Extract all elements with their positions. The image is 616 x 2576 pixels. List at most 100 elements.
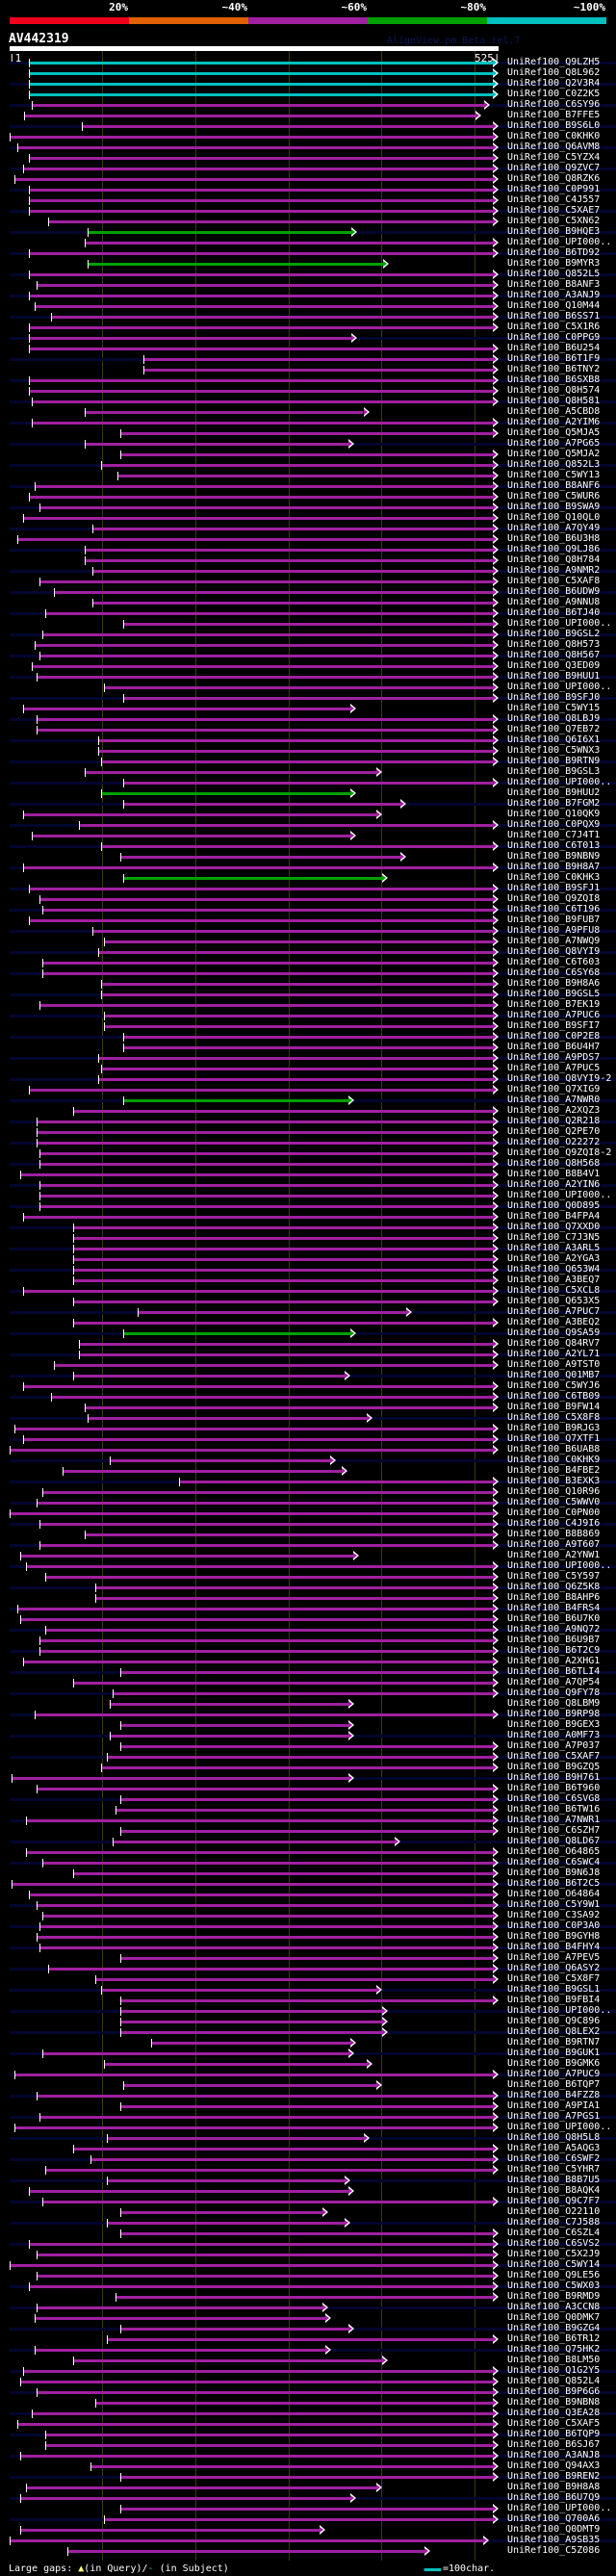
alignment-bar[interactable] [32, 835, 350, 837]
alignment-bar[interactable] [78, 1343, 493, 1346]
hit-label[interactable]: UniRef100_C5XAE7 [507, 205, 601, 216]
hit-label[interactable]: UniRef100_O22110 [507, 2206, 601, 2217]
alignment-bar[interactable] [44, 1576, 493, 1579]
alignment-bar[interactable] [29, 326, 493, 329]
alignment-bar[interactable] [78, 824, 493, 827]
alignment-bar[interactable] [66, 2550, 425, 2553]
hit-label[interactable]: UniRef100_C0PPG9 [507, 332, 601, 343]
alignment-bar[interactable] [38, 1650, 493, 1653]
alignment-bar[interactable] [100, 464, 493, 467]
alignment-bar[interactable] [41, 1862, 493, 1865]
hit-label[interactable]: UniRef100_B9GEX3 [507, 1719, 601, 1730]
alignment-bar[interactable] [123, 782, 493, 785]
alignment-bar[interactable] [47, 220, 493, 223]
hit-label[interactable]: UniRef100_UPI000.. [507, 777, 612, 787]
hit-label[interactable]: UniRef100_C6T196 [507, 904, 601, 914]
alignment-bar[interactable] [41, 2052, 349, 2055]
alignment-bar[interactable] [123, 623, 493, 626]
alignment-bar[interactable] [120, 2010, 382, 2013]
hit-label[interactable]: UniRef100_B8ANF6 [507, 480, 601, 491]
alignment-bar[interactable] [38, 506, 493, 509]
alignment-bar[interactable] [37, 2306, 322, 2309]
hit-label[interactable]: UniRef100_A9NNU8 [507, 597, 601, 607]
alignment-bar[interactable] [37, 2275, 493, 2278]
alignment-bar[interactable] [179, 1481, 493, 1483]
hit-label[interactable]: UniRef100_A9PFU8 [507, 925, 601, 936]
alignment-bar[interactable] [10, 1449, 493, 1452]
hit-label[interactable]: UniRef100_B9RMD9 [507, 2291, 601, 2302]
hit-label[interactable]: UniRef100_Q10R96 [507, 1486, 601, 1497]
hit-label[interactable]: UniRef100_B9GMK6 [507, 2058, 601, 2069]
hit-label[interactable]: UniRef100_Q0DMK7 [507, 2312, 601, 2323]
hit-label[interactable]: UniRef100_B6SJ67 [507, 2439, 601, 2450]
alignment-bar[interactable] [116, 2296, 493, 2299]
hit-label[interactable]: UniRef100_C5WX03 [507, 2280, 601, 2291]
alignment-bar[interactable] [37, 1936, 493, 1939]
alignment-bar[interactable] [37, 718, 493, 721]
hit-label[interactable]: UniRef100_B9MYR3 [507, 258, 601, 269]
alignment-bar[interactable] [72, 1248, 493, 1250]
hit-label[interactable]: UniRef100_A0MF73 [507, 1730, 601, 1740]
alignment-bar[interactable] [97, 739, 493, 742]
hit-label[interactable]: UniRef100_Q8LEX2 [507, 2026, 601, 2037]
alignment-bar[interactable] [72, 1301, 493, 1303]
alignment-bar[interactable] [41, 972, 493, 975]
hit-label[interactable]: UniRef100_B8LM50 [507, 2355, 601, 2365]
alignment-bar[interactable] [22, 1385, 493, 1388]
hit-label[interactable]: UniRef100_A7PUC7 [507, 1306, 601, 1317]
hit-label[interactable]: UniRef100_C5WY14 [507, 2259, 601, 2270]
hit-label[interactable]: UniRef100_UPI000.. [507, 682, 612, 692]
alignment-bar[interactable] [143, 369, 493, 372]
hit-label[interactable]: UniRef100_Q8LBJ9 [507, 713, 601, 724]
alignment-bar[interactable] [38, 1925, 493, 1928]
alignment-bar[interactable] [19, 2497, 350, 2500]
hit-label[interactable]: UniRef100_A5AQG3 [507, 2143, 601, 2153]
hit-label[interactable]: UniRef100_B6U4H7 [507, 1042, 601, 1052]
alignment-bar[interactable] [29, 390, 493, 393]
alignment-bar[interactable] [22, 1290, 493, 1293]
hit-label[interactable]: UniRef100_Q10M44 [507, 300, 601, 311]
alignment-bar[interactable] [32, 665, 493, 668]
hit-label[interactable]: UniRef100_B6TD92 [507, 247, 601, 258]
alignment-bar[interactable] [85, 559, 493, 562]
hit-label[interactable]: UniRef100_B6SXB8 [507, 374, 601, 385]
alignment-bar[interactable] [120, 856, 401, 859]
hit-label[interactable]: UniRef100_Q9C896 [507, 2016, 601, 2026]
alignment-bar[interactable] [120, 1830, 493, 1833]
alignment-bar[interactable] [120, 2105, 493, 2108]
hit-label[interactable]: UniRef100_C6SY96 [507, 99, 601, 110]
alignment-bar[interactable] [41, 962, 493, 965]
alignment-bar[interactable] [97, 1078, 493, 1081]
alignment-bar[interactable] [37, 1142, 493, 1145]
alignment-bar[interactable] [35, 2317, 325, 2320]
alignment-bar[interactable] [85, 549, 493, 552]
hit-label[interactable]: UniRef100_B9GZG4 [507, 2323, 601, 2333]
hit-label[interactable]: UniRef100_B9GSL3 [507, 766, 601, 777]
hit-label[interactable]: UniRef100_A7PUC9 [507, 2069, 601, 2079]
hit-label[interactable]: UniRef100_B9FUB7 [507, 914, 601, 925]
alignment-bar[interactable] [11, 1777, 348, 1780]
alignment-bar[interactable] [120, 1957, 493, 1960]
hit-label[interactable]: UniRef100_B4FBE2 [507, 1465, 601, 1476]
alignment-bar[interactable] [29, 157, 493, 160]
hit-label[interactable]: UniRef100_A7QY49 [507, 523, 601, 533]
alignment-bar[interactable] [95, 1597, 493, 1600]
hit-label[interactable]: UniRef100_B9NBN9 [507, 851, 601, 862]
hit-label[interactable]: UniRef100_Q8H574 [507, 385, 601, 396]
hit-label[interactable]: UniRef100_C5YZX4 [507, 152, 601, 163]
alignment-bar[interactable] [23, 115, 475, 117]
hit-label[interactable]: UniRef100_A7PEV5 [507, 1952, 601, 1963]
hit-label[interactable]: UniRef100_Q9ZQI8-2 [507, 1147, 612, 1158]
hit-label[interactable]: UniRef100_Q700A6 [507, 2513, 601, 2524]
alignment-bar[interactable] [72, 1269, 493, 1272]
alignment-bar[interactable] [26, 1851, 493, 1854]
alignment-bar[interactable] [120, 453, 493, 456]
alignment-bar[interactable] [38, 655, 493, 657]
hit-label[interactable]: UniRef100_C6SVG8 [507, 1793, 601, 1804]
alignment-bar[interactable] [88, 1417, 368, 1420]
alignment-bar[interactable] [29, 199, 493, 202]
hit-label[interactable]: UniRef100_A3CCN8 [507, 2302, 601, 2312]
hit-label[interactable]: UniRef100_Q9FY78 [507, 1687, 601, 1698]
alignment-bar[interactable] [38, 580, 493, 583]
hit-label[interactable]: UniRef100_C0P991 [507, 184, 601, 194]
